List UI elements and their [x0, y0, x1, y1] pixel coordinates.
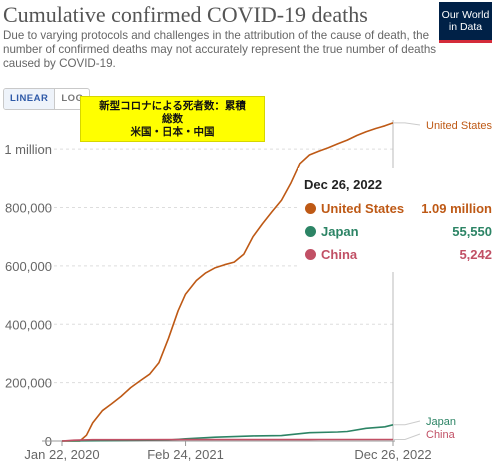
owid-logo[interactable]: Our World in Data — [439, 2, 492, 43]
x-tick-label: Dec 26, 2022 — [354, 447, 431, 462]
annotation-note: 新型コロナによる死者数：累積 総数 米国・日本・中国 — [80, 96, 265, 142]
tooltip-series-name: Japan — [321, 224, 359, 239]
scale-toggle: LINEAR LOG — [3, 88, 91, 110]
annotation-line-1: 新型コロナによる死者数：累積 — [99, 100, 246, 112]
tooltip-series-value: 1.09 million — [421, 201, 492, 216]
log-scale-button[interactable]: LOG — [61, 93, 84, 104]
series-label-connector — [393, 420, 421, 426]
tooltip-dot — [305, 226, 316, 237]
series-end-label: Japan — [426, 416, 456, 428]
tooltip-series-value: 5,242 — [459, 247, 492, 262]
chart-subtitle: Due to varying protocols and challenges … — [3, 29, 437, 70]
series-line-china — [61, 438, 393, 442]
chart-title: Cumulative confirmed COVID-19 deaths — [3, 2, 368, 27]
series-end-label: China — [426, 429, 456, 441]
x-tick-label: Jan 22, 2020 — [24, 447, 99, 462]
y-tick-label: 800,000 — [5, 201, 52, 216]
annotation-line-3: 米国・日本・中国 — [130, 126, 215, 138]
logo-line-1: Our World — [441, 9, 490, 21]
y-tick-label: 200,000 — [5, 376, 52, 391]
series-label-connector — [393, 433, 421, 440]
logo-line-2: in Data — [448, 21, 483, 33]
tooltip-series-name: China — [321, 247, 358, 262]
tooltip-date: Dec 26, 2022 — [304, 177, 383, 192]
series-line-japan — [61, 424, 394, 442]
tooltip-dot — [305, 203, 316, 214]
tooltip-row-china: China 5,242 — [302, 246, 492, 264]
series-end-label: United States — [426, 120, 493, 132]
tooltip-series-name: United States — [321, 201, 405, 216]
hover-tooltip: Dec 26, 2022 United States 1.09 million … — [298, 168, 498, 272]
y-tick-label: 600,000 — [5, 259, 52, 274]
annotation-line-2: 総数 — [162, 113, 183, 125]
y-tick-label: 400,000 — [5, 317, 52, 332]
tooltip-dot — [305, 249, 316, 260]
tooltip-row-united-states: United States 1.09 million — [302, 200, 492, 218]
series-label-connector — [393, 122, 421, 126]
tooltip-row-japan: Japan 55,550 — [302, 223, 492, 241]
y-tick-label: 1 million — [4, 142, 52, 157]
linear-scale-button[interactable]: LINEAR — [4, 89, 56, 109]
tooltip-series-value: 55,550 — [452, 224, 492, 239]
series-line-united-states — [62, 122, 394, 442]
x-tick-label: Feb 24, 2021 — [147, 447, 224, 462]
